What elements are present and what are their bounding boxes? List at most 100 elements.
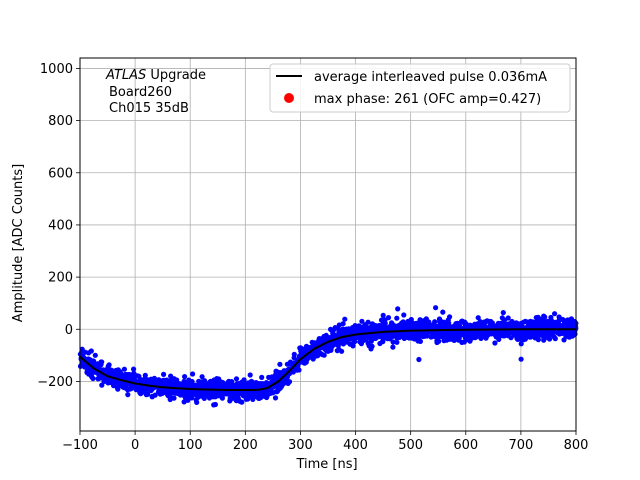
scatter-point	[510, 329, 516, 335]
scatter-point	[240, 393, 246, 399]
scatter-point	[298, 345, 304, 351]
scatter-point	[545, 332, 551, 338]
scatter-point	[181, 378, 187, 384]
scatter-point	[552, 311, 558, 317]
scatter-point	[453, 321, 459, 327]
scatter-point	[135, 373, 141, 379]
scatter-point	[111, 368, 118, 374]
scatter-point	[234, 391, 240, 397]
scatter-point	[390, 333, 396, 339]
annotation: ATLAS Upgrade Board260 Ch015 35dB	[105, 68, 206, 116]
scatter-point	[394, 335, 400, 341]
scatter-point	[536, 330, 542, 336]
scatter-point	[511, 323, 517, 329]
scatter-point	[421, 322, 427, 328]
scatter-point	[389, 320, 395, 326]
scatter-point	[197, 381, 203, 388]
scatter-point	[548, 314, 554, 321]
x-tick-label: 0	[131, 438, 139, 453]
scatter-point	[450, 336, 456, 343]
scatter-point	[475, 315, 481, 321]
scatter-point	[149, 394, 155, 400]
scatter-point	[277, 361, 283, 367]
scatter-point	[472, 335, 478, 341]
annotation-line-2: Board260	[109, 85, 172, 100]
legend-entry-average-pulse: average interleaved pulse 0.036mA	[314, 70, 547, 85]
x-tick-label: 700	[508, 438, 533, 453]
axes-border	[79, 57, 577, 432]
scatter-point	[189, 395, 195, 401]
scatter-point	[237, 383, 243, 390]
y-tick-label: 800	[48, 114, 73, 129]
legend-marker-swatch	[284, 93, 294, 103]
scatter-point	[178, 389, 184, 395]
scatter-point	[562, 321, 569, 327]
x-tick-label: 200	[233, 438, 258, 453]
scatter-point	[92, 352, 98, 358]
scatter-point	[166, 390, 172, 396]
scatter-point	[265, 381, 271, 387]
legend: average interleaved pulse 0.036mA max ph…	[269, 63, 571, 113]
plot-area	[80, 58, 576, 431]
scatter-point	[452, 330, 458, 336]
y-tick-label: 1000	[40, 62, 73, 77]
scatter-point	[167, 396, 173, 403]
scatter-point	[239, 379, 245, 385]
scatter-point	[131, 366, 137, 372]
scatter-point	[518, 356, 524, 362]
legend-box	[269, 63, 571, 113]
scatter-point	[219, 395, 225, 401]
scatter-point	[541, 337, 547, 343]
plot-background	[80, 58, 576, 431]
scatter-point	[572, 321, 578, 327]
scatter-point	[171, 380, 177, 386]
scatter-point	[432, 319, 438, 325]
scatter-point	[264, 393, 270, 399]
scatter-point	[99, 382, 105, 388]
scatter-point	[79, 349, 85, 355]
scatter-point	[88, 369, 94, 375]
scatter-point	[258, 381, 264, 387]
scatter-point	[556, 331, 563, 337]
x-tick-label: 500	[398, 438, 423, 453]
scatter-point	[456, 334, 462, 340]
scatter-point	[350, 337, 357, 343]
scatter-point	[535, 337, 542, 343]
scatter-point	[538, 323, 544, 329]
scatter-point	[245, 380, 251, 386]
scatter-point	[192, 382, 198, 388]
scatter-point	[214, 376, 220, 382]
axes-frame	[79, 57, 577, 432]
scatter-point	[380, 312, 386, 318]
scatter-point	[159, 388, 165, 394]
scatter-point	[357, 339, 363, 345]
annotation-line-3: Ch015 35dB	[109, 101, 189, 116]
scatter-point	[385, 336, 391, 342]
scatter-point	[335, 343, 341, 349]
y-axis-ticks: −200 0 200 400 600 800 1000	[37, 62, 80, 390]
scatter-point	[321, 336, 328, 342]
line-layer	[79, 328, 576, 391]
scatter-point	[226, 383, 232, 389]
x-axis-ticks: −100 0 100 200 300 400 500 600 700 800	[62, 431, 588, 453]
x-tick-label: 300	[288, 438, 313, 453]
scatter-point	[410, 320, 416, 326]
scatter-point	[97, 360, 104, 367]
scatter-point	[394, 339, 400, 345]
scatter-point	[161, 371, 167, 377]
scatter-point	[551, 334, 558, 340]
scatter-point	[556, 314, 562, 320]
scatter-point	[434, 339, 440, 346]
scatter-point	[303, 359, 309, 365]
y-tick-label: 0	[65, 323, 73, 338]
scatter-point	[518, 336, 524, 342]
scatter-point	[125, 392, 131, 398]
scatter-point	[227, 391, 233, 397]
y-tick-label: −200	[37, 375, 73, 390]
scatter-point	[495, 333, 501, 339]
scatter-point	[399, 332, 405, 338]
legend-entry-max-phase: max phase: 261 (OFC amp=0.427)	[314, 92, 541, 107]
scatter-point	[199, 374, 205, 380]
scatter-point	[376, 333, 382, 339]
